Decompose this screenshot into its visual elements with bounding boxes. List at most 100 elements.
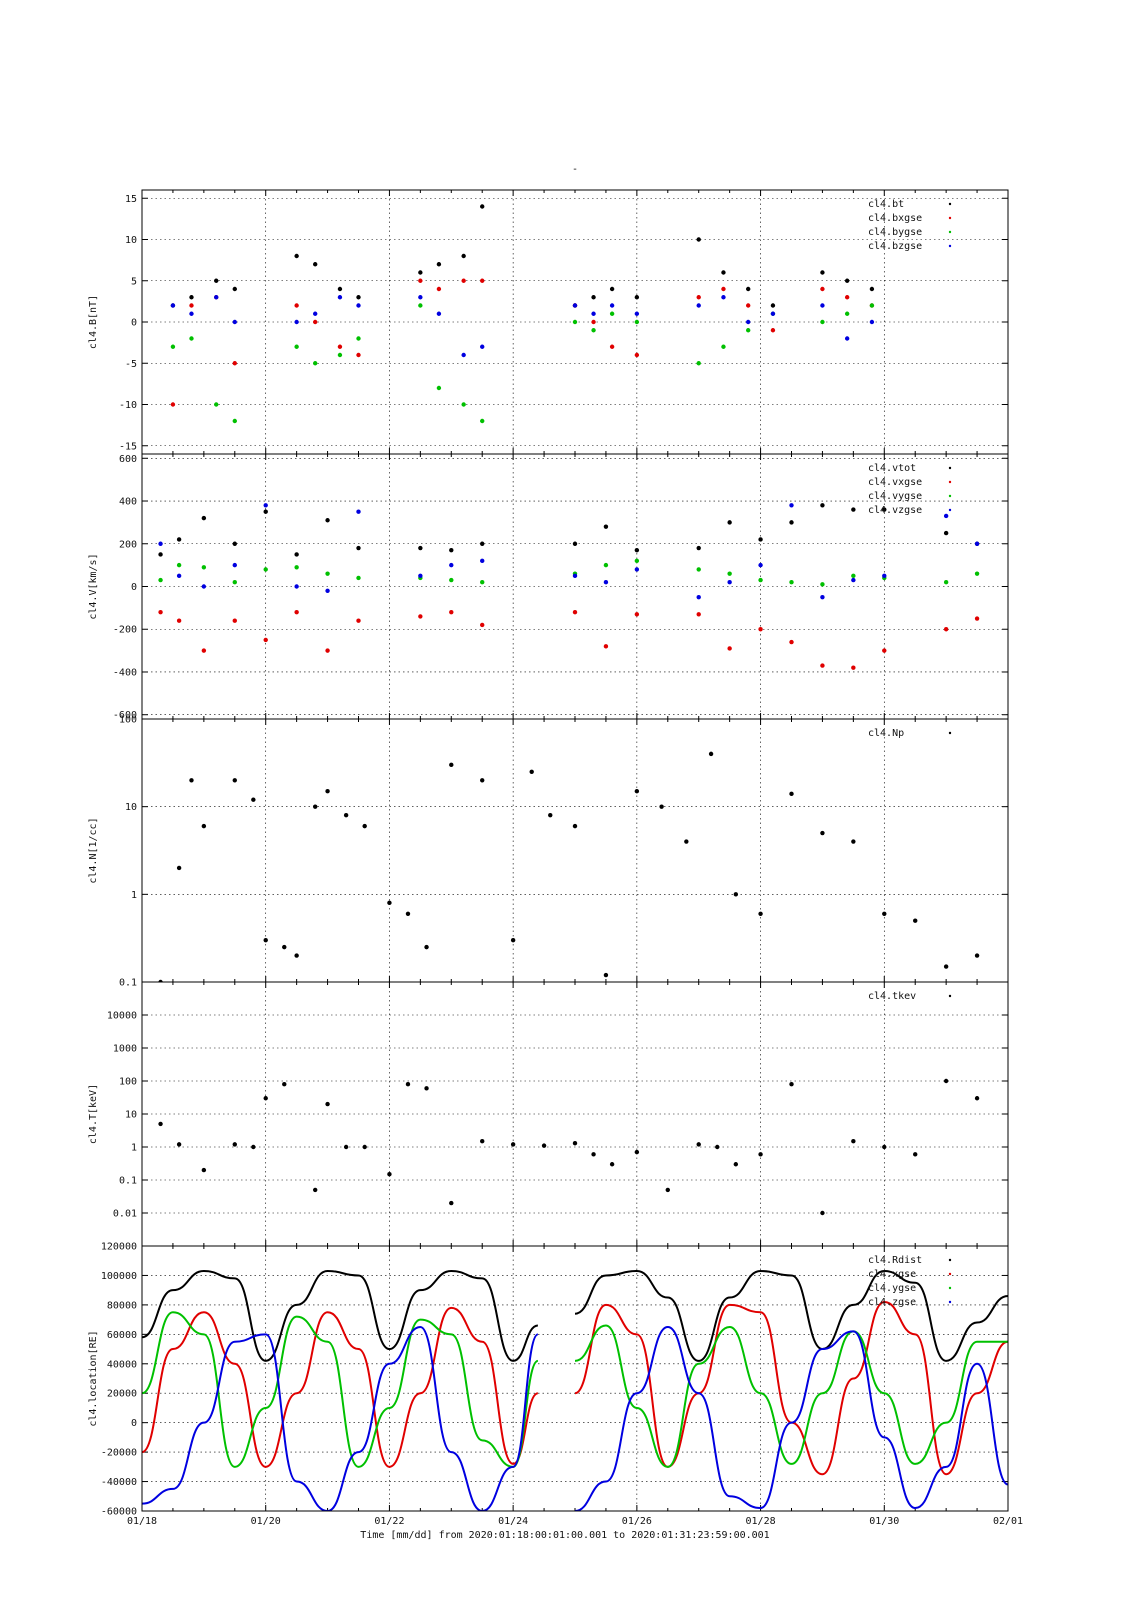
data-point (603, 580, 609, 585)
data-point (609, 286, 615, 292)
data-point (721, 270, 726, 275)
data-point (232, 562, 237, 568)
data-point (696, 1142, 701, 1147)
data-point (356, 575, 361, 581)
legend-marker (948, 230, 952, 234)
data-point (721, 286, 726, 292)
legend-marker (948, 244, 952, 248)
figure-title: - (572, 164, 578, 175)
data-point (343, 1144, 349, 1150)
data-point (943, 530, 949, 536)
legend-marker (948, 202, 952, 206)
data-point (659, 804, 664, 809)
data-point (325, 648, 330, 653)
data-point (758, 537, 763, 542)
data-point (418, 545, 423, 551)
data-point (851, 573, 856, 579)
data-point (325, 789, 330, 794)
y-axis-title: cl4.location[RE] (88, 1330, 99, 1426)
series-line (142, 1270, 539, 1362)
data-point (263, 567, 268, 572)
data-point (480, 622, 485, 628)
data-point (727, 646, 732, 651)
data-point (232, 361, 237, 366)
data-point (232, 778, 237, 783)
data-point (721, 344, 726, 349)
data-point (362, 1144, 367, 1150)
y-axis-title: cl4.N[1/cc] (88, 817, 99, 883)
data-point (405, 1081, 411, 1087)
data-point (356, 545, 361, 551)
data-point (634, 352, 640, 358)
y-tick-label: -40000 (101, 1477, 137, 1488)
data-point (480, 1138, 485, 1144)
data-point (696, 361, 701, 366)
data-point (844, 295, 850, 300)
data-point (294, 565, 299, 570)
y-tick-label: -10 (119, 400, 137, 411)
data-point (974, 541, 980, 546)
data-point (746, 328, 751, 333)
data-point (337, 286, 343, 292)
legend-label: cl4.ygse (868, 1283, 916, 1294)
data-point (232, 618, 237, 623)
series-line (142, 1306, 539, 1468)
y-tick-label: 80000 (107, 1300, 137, 1311)
data-point (294, 319, 299, 325)
data-point (436, 286, 442, 292)
series-line (142, 1311, 539, 1468)
data-point (405, 911, 411, 916)
data-point (170, 303, 176, 308)
data-point (387, 900, 392, 906)
data-point (789, 503, 794, 508)
data-point (263, 937, 268, 943)
legend-label: cl4.tkev (868, 991, 916, 1002)
data-point (449, 547, 454, 553)
series-line (574, 1324, 1008, 1468)
y-tick-label: -200 (113, 625, 137, 636)
data-point (201, 648, 207, 653)
data-point (158, 1121, 163, 1127)
legend-marker (948, 1300, 952, 1304)
data-point (770, 311, 776, 316)
legend-marker (948, 731, 952, 735)
data-point (820, 270, 825, 275)
data-point (789, 791, 794, 797)
data-point (343, 812, 349, 818)
data-point (634, 319, 640, 325)
data-point (424, 944, 429, 950)
legend-label: cl4.vtot (868, 463, 916, 474)
data-point (696, 612, 701, 617)
data-point (603, 524, 609, 529)
data-point (232, 1142, 237, 1147)
data-point (665, 1187, 670, 1193)
data-point (746, 319, 751, 325)
y-tick-label: 10 (125, 802, 137, 813)
data-point (684, 839, 689, 844)
y-tick-label: 20000 (107, 1389, 137, 1400)
y-tick-label: 40000 (107, 1359, 137, 1370)
data-point (158, 577, 163, 583)
data-point (609, 311, 615, 316)
legend-marker (948, 1258, 952, 1262)
data-point (480, 541, 485, 546)
x-tick-label: 02/01 (993, 1516, 1023, 1527)
data-point (541, 1143, 547, 1148)
legend-label: cl4.bzgse (868, 241, 922, 252)
y-tick-label: 100 (119, 715, 137, 726)
data-point (362, 823, 367, 829)
data-point (746, 286, 751, 292)
y-tick-label: 1000 (113, 1044, 137, 1055)
data-point (313, 1187, 318, 1193)
y-tick-label: 120000 (101, 1242, 137, 1253)
data-point (418, 573, 423, 579)
data-point (461, 402, 466, 407)
data-point (176, 618, 182, 623)
y-tick-label: 60000 (107, 1330, 137, 1341)
legend-marker (948, 1286, 952, 1290)
data-point (294, 584, 299, 589)
y-tick-label: 0 (131, 318, 137, 329)
data-point (449, 762, 454, 768)
data-point (882, 1144, 887, 1150)
data-point (418, 295, 423, 300)
